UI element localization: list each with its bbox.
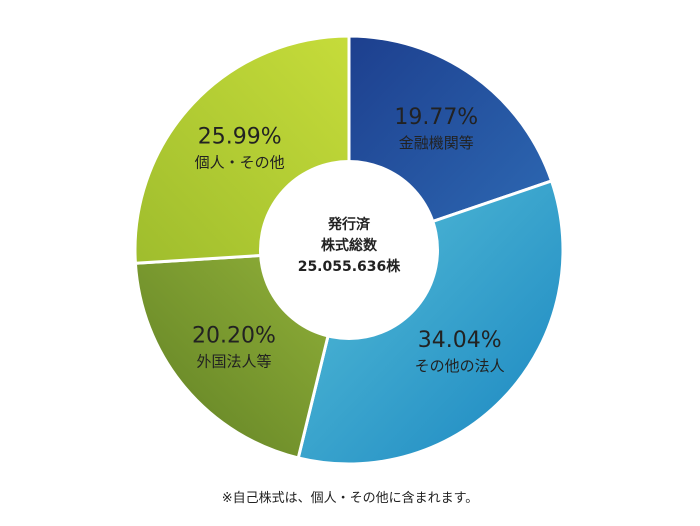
slice-value-label-2: 34.04% (418, 328, 502, 353)
labels-group: 19.77% 金融機関等 34.04% その他の法人 20.20% 外国法人等 25.99%… (192, 105, 505, 375)
slice-category-label-4: 個人・その他 (195, 153, 285, 171)
slice-value-label-3: 20.20% (192, 323, 276, 348)
slice-category-label-3: 外国法人等 (196, 352, 271, 370)
center-label: 発行済 株式総数 25.055.636株 (298, 216, 402, 275)
center-line-2: 株式総数 (321, 237, 378, 254)
slice-value-label-4: 25.99% (198, 124, 282, 149)
center-line-1: 発行済 (327, 216, 371, 233)
slice-value-label-1: 19.77% (394, 105, 478, 130)
footnote: ※自己株式は、個人・その他に含まれます。 (221, 491, 479, 506)
slice-category-label-2: その他の法人 (415, 357, 505, 375)
slice-category-label-1: 金融機関等 (399, 134, 474, 152)
donut-hole (259, 160, 439, 340)
center-line-3: 25.055.636株 (298, 258, 402, 275)
